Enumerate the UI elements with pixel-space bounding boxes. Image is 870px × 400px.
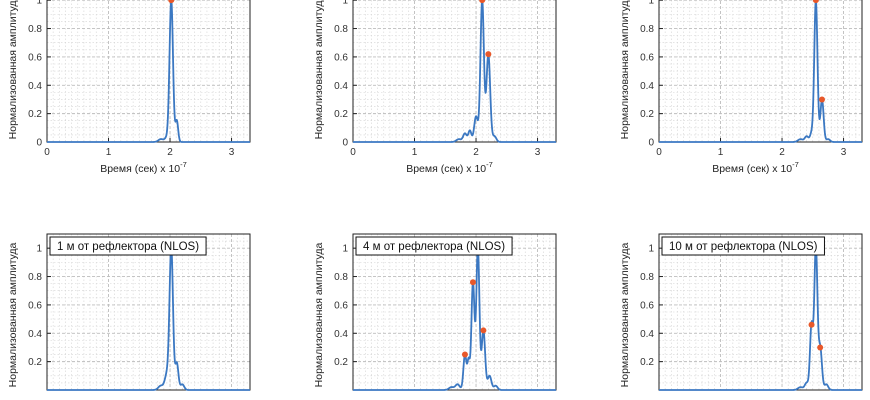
y-tick-label: 0.4 bbox=[28, 81, 42, 92]
y-tick-label: 0.4 bbox=[334, 329, 348, 340]
legend-label: 1 м от рефлектора (NLOS) bbox=[57, 241, 199, 253]
chart-panel-2: 0 0.2 0.4 0.6 0.8 1 0 1 2 3 Время (сек) x 10-7 Норм… bbox=[313, 0, 557, 175]
y-axis-label: Нормализованная амплитуда bbox=[313, 0, 325, 139]
y-tick-label: 0.2 bbox=[640, 357, 654, 368]
series-line bbox=[658, 244, 863, 391]
chart-panel-1: 0 0.2 0.4 0.6 0.8 1 0 1 2 3 Время (сек) x 10-7 Норм… bbox=[7, 0, 251, 175]
y-axis-label: Нормализованная амплитуда bbox=[313, 242, 325, 387]
chart-panel-5: 0.2 0.4 0.6 0.8 1 Нормализованная амплитуда 4 … bbox=[313, 233, 557, 391]
y-tick-label: 1 bbox=[648, 0, 654, 7]
peak-marker bbox=[479, 0, 486, 4]
y-tick-label: 0 bbox=[342, 138, 348, 149]
x-tick-label: 1 bbox=[106, 147, 112, 158]
x-axis-label: Время (сек) x 10-7 bbox=[100, 160, 187, 175]
peak-marker bbox=[485, 51, 492, 58]
series-line bbox=[658, 0, 863, 143]
chart-panel-6: 0.2 0.4 0.6 0.8 1 Нормализованная амплитуда 10… bbox=[619, 233, 863, 391]
x-tick-label: 2 bbox=[779, 147, 785, 158]
y-tick-label: 0.6 bbox=[28, 300, 42, 311]
x-axis-label-exponent: -7 bbox=[792, 160, 799, 169]
x-tick-label: 0 bbox=[350, 147, 356, 158]
grid bbox=[658, 0, 863, 143]
legend-label: 4 м от рефлектора (NLOS) bbox=[363, 241, 505, 253]
legend-box bbox=[661, 236, 825, 256]
peak-marker bbox=[817, 344, 824, 351]
legend: 4 м от рефлектора (NLOS) bbox=[355, 236, 513, 256]
y-tick-label: 0.4 bbox=[334, 81, 348, 92]
legend: 1 м от рефлектора (NLOS) bbox=[49, 236, 207, 256]
y-tick-label: 0.6 bbox=[640, 52, 654, 63]
y-tick-label: 0.6 bbox=[640, 300, 654, 311]
grid bbox=[46, 233, 251, 391]
peak-marker bbox=[168, 0, 175, 4]
x-tick-label: 2 bbox=[167, 147, 173, 158]
legend: 10 м от рефлектора (NLOS) bbox=[661, 236, 825, 256]
x-tick-label: 0 bbox=[44, 147, 50, 158]
peak-marker bbox=[461, 351, 468, 358]
y-tick-label: 0.4 bbox=[640, 329, 654, 340]
x-tick-label: 0 bbox=[656, 147, 662, 158]
y-axis-label: Нормализованная амплитуда bbox=[7, 242, 19, 387]
y-tick-label: 0.6 bbox=[334, 300, 348, 311]
x-tick-label: 2 bbox=[473, 147, 479, 158]
y-tick-label: 1 bbox=[36, 244, 42, 255]
y-axis-label: Нормализованная амплитуда bbox=[7, 0, 19, 139]
peak-marker bbox=[480, 327, 487, 334]
x-axis-label-exponent: -7 bbox=[486, 160, 493, 169]
x-axis-label: Время (сек) x 10-7 bbox=[406, 160, 493, 175]
peak-marker bbox=[812, 0, 819, 4]
y-tick-label: 1 bbox=[342, 244, 348, 255]
legend-box bbox=[355, 236, 513, 256]
x-axis-label-text: Время (сек) x 10 bbox=[712, 163, 792, 175]
series-line bbox=[352, 246, 557, 391]
legend-box bbox=[49, 236, 207, 256]
y-tick-label: 0.4 bbox=[28, 329, 42, 340]
x-tick-label: 3 bbox=[535, 147, 541, 158]
y-tick-label: 0.8 bbox=[334, 272, 348, 283]
grid bbox=[352, 233, 557, 391]
x-axis-label-exponent: -7 bbox=[180, 160, 187, 169]
y-tick-label: 0 bbox=[36, 138, 42, 149]
chart-panel-3: 0 0.2 0.4 0.6 0.8 1 0 1 2 3 Время (сек) x 10-7 Норм… bbox=[619, 0, 863, 175]
y-tick-label: 0.8 bbox=[640, 24, 654, 35]
x-axis-label-text: Время (сек) x 10 bbox=[100, 163, 180, 175]
x-axis-label: Время (сек) x 10-7 bbox=[712, 160, 799, 175]
plot-frame bbox=[352, 233, 557, 391]
y-tick-label: 0.2 bbox=[334, 357, 348, 368]
y-tick-label: 0.6 bbox=[334, 52, 348, 63]
x-tick-label: 1 bbox=[718, 147, 724, 158]
chart-panel-4: 0.2 0.4 0.6 0.8 1 Нормализованная амплитуда 1 … bbox=[7, 233, 251, 391]
x-tick-label: 3 bbox=[841, 147, 847, 158]
y-tick-label: 0.2 bbox=[28, 109, 42, 120]
y-tick-label: 1 bbox=[648, 244, 654, 255]
y-tick-label: 0.2 bbox=[334, 109, 348, 120]
peak-marker bbox=[819, 96, 826, 103]
y-tick-label: 0.4 bbox=[640, 81, 654, 92]
legend-label: 10 м от рефлектора (NLOS) bbox=[669, 241, 818, 253]
y-tick-label: 0.8 bbox=[640, 272, 654, 283]
y-tick-label: 0.2 bbox=[640, 109, 654, 120]
x-tick-label: 1 bbox=[412, 147, 418, 158]
x-axis-label-text: Время (сек) x 10 bbox=[406, 163, 486, 175]
peak-marker bbox=[808, 321, 815, 328]
grid bbox=[46, 0, 251, 143]
y-axis-label: Нормализованная амплитуда bbox=[619, 242, 631, 387]
x-tick-label: 3 bbox=[229, 147, 235, 158]
y-tick-label: 0.8 bbox=[28, 24, 42, 35]
grid bbox=[352, 0, 557, 143]
y-tick-label: 1 bbox=[342, 0, 348, 7]
y-axis-label: Нормализованная амплитуда bbox=[619, 0, 631, 139]
y-tick-label: 0 bbox=[648, 138, 654, 149]
grid bbox=[658, 233, 863, 391]
y-tick-label: 0.2 bbox=[28, 357, 42, 368]
series-line bbox=[46, 245, 251, 391]
y-tick-label: 1 bbox=[36, 0, 42, 7]
y-tick-label: 0.6 bbox=[28, 52, 42, 63]
series-line bbox=[352, 0, 557, 143]
peak-marker bbox=[469, 279, 476, 286]
y-tick-label: 0.8 bbox=[334, 24, 348, 35]
series-line bbox=[46, 0, 251, 143]
y-tick-label: 0.8 bbox=[28, 272, 42, 283]
